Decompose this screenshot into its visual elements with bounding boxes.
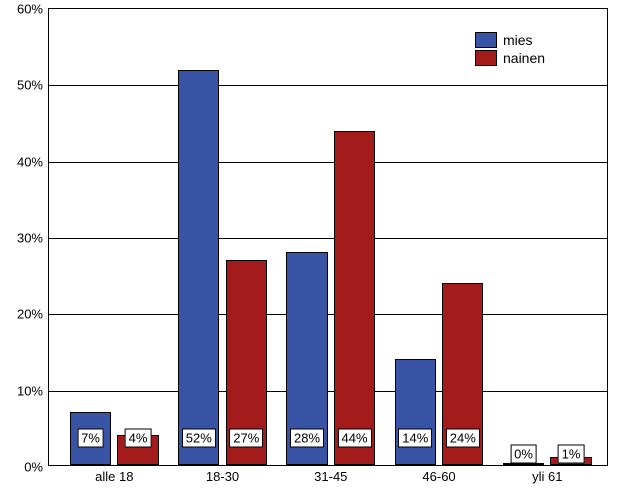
bar-mies (395, 359, 436, 465)
legend-label: mies (503, 32, 533, 48)
gridline (49, 391, 607, 392)
legend-swatch (475, 50, 497, 66)
value-label: 52% (182, 428, 216, 447)
legend: mies nainen (475, 32, 545, 68)
y-axis-label: 40% (17, 154, 49, 169)
x-axis-label: yli 61 (532, 465, 562, 484)
chart-container: 0% 10% 20% 30% 40% 50% 60% 7% 4% alle 18 52% 27% 18-… (0, 0, 626, 501)
value-label: 4% (125, 428, 152, 447)
value-label: 27% (229, 428, 263, 447)
legend-item: nainen (475, 50, 545, 66)
value-label: 44% (337, 428, 371, 447)
x-axis-label: alle 18 (95, 465, 133, 484)
value-label: 1% (558, 444, 585, 463)
x-axis-label: 31-45 (314, 465, 347, 484)
y-axis-label: 30% (17, 231, 49, 246)
value-label: 14% (398, 428, 432, 447)
x-axis-label: 46-60 (422, 465, 455, 484)
gridline (49, 238, 607, 239)
plot-area: 0%10%20%30%40%50%60%7%4%alle 1852%27%18-… (48, 8, 608, 466)
legend-swatch (475, 32, 497, 48)
legend-item: mies (475, 32, 545, 48)
value-label: 0% (510, 444, 537, 463)
y-axis-label: 60% (17, 2, 49, 17)
bar-mies (178, 70, 219, 465)
gridline (49, 314, 607, 315)
bar-nainen (334, 131, 375, 465)
legend-label: nainen (503, 50, 545, 66)
y-axis-label: 20% (17, 307, 49, 322)
y-axis-label: 50% (17, 78, 49, 93)
gridline (49, 162, 607, 163)
y-axis-label: 10% (17, 383, 49, 398)
value-label: 28% (290, 428, 324, 447)
value-label: 24% (446, 428, 480, 447)
y-axis-label: 0% (24, 460, 49, 475)
gridline (49, 85, 607, 86)
value-label: 7% (77, 428, 104, 447)
x-axis-label: 18-30 (206, 465, 239, 484)
